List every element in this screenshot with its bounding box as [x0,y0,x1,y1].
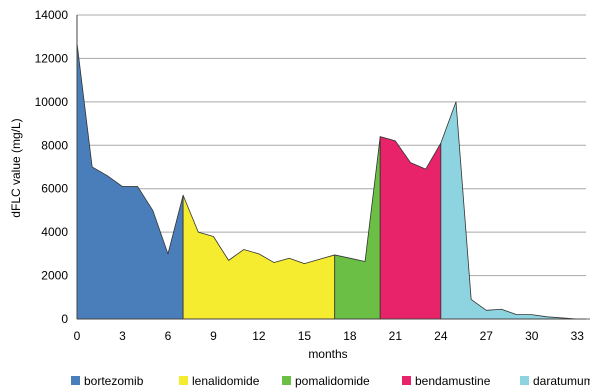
y-tick-label: 0 [61,312,68,326]
legend-swatch-lenalidomide [179,376,188,385]
y-tick-label: 8000 [41,138,68,152]
area-lenalidomide [182,194,336,320]
x-tick-label: 21 [389,329,403,343]
legend-label-daratumumab: daratumumab [533,374,590,388]
area-bortezomib [76,42,184,320]
x-tick-label: 27 [480,329,494,343]
y-tick-label: 4000 [41,225,68,239]
x-axis-title: months [308,347,347,361]
legend-label-bortezomib: bortezomib [84,374,144,388]
x-tick-label: 18 [343,329,357,343]
area-pomalidomide [334,136,381,320]
legend-swatch-daratumumab [520,376,529,385]
y-tick-label: 14000 [35,8,69,22]
plot-areas [76,42,590,320]
area-daratumumab [440,101,590,320]
legend-label-bendamustine: bendamustine [415,374,491,388]
area-bendamustine [379,136,442,320]
axes: 0 2000 4000 6000 8000 10000 12000 14000 0 3 6 9 12 15… [35,8,586,343]
x-tick-label: 12 [252,329,266,343]
x-tick-label: 0 [74,329,81,343]
legend-label-pomalidomide: pomalidomide [295,374,370,388]
x-tick-label: 3 [119,329,126,343]
y-tick-label: 12000 [35,51,69,65]
legend-swatch-bortezomib [71,376,80,385]
x-tick-label: 24 [434,329,448,343]
legend-label-lenalidomide: lenalidomide [192,374,260,388]
x-tick-label: 6 [165,329,172,343]
y-tick-label: 10000 [35,95,69,109]
x-tick-label: 9 [210,329,217,343]
legend: bortezomib lenalidomide pomalidomide bendam… [71,374,590,388]
legend-swatch-pomalidomide [282,376,291,385]
x-tick-label: 33 [571,329,585,343]
y-tick-label: 6000 [41,182,68,196]
y-axis-title: dFLC value (mg/L) [9,118,23,217]
legend-swatch-bendamustine [402,376,411,385]
x-tick-label: 15 [298,329,312,343]
y-tick-label: 2000 [41,269,68,283]
gridlines [77,14,586,277]
x-tick-label: 30 [525,329,539,343]
